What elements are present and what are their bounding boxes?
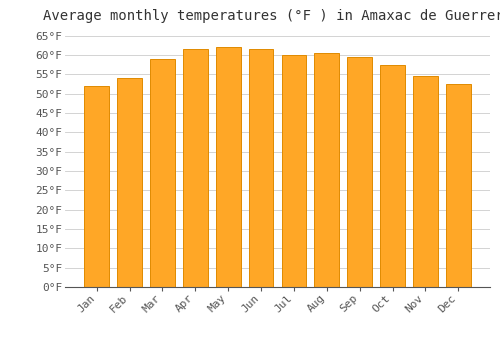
Bar [348, 57, 372, 287]
Bar [314, 53, 339, 287]
Bar [117, 78, 142, 287]
Bar [413, 76, 438, 287]
Bar [150, 59, 174, 287]
Bar [446, 84, 470, 287]
Title: Average monthly temperatures (°F ) in Amaxac de Guerrero: Average monthly temperatures (°F ) in Am… [43, 9, 500, 23]
Bar [248, 49, 274, 287]
Bar [183, 49, 208, 287]
Bar [216, 47, 240, 287]
Bar [380, 65, 405, 287]
Bar [84, 86, 109, 287]
Bar [282, 55, 306, 287]
